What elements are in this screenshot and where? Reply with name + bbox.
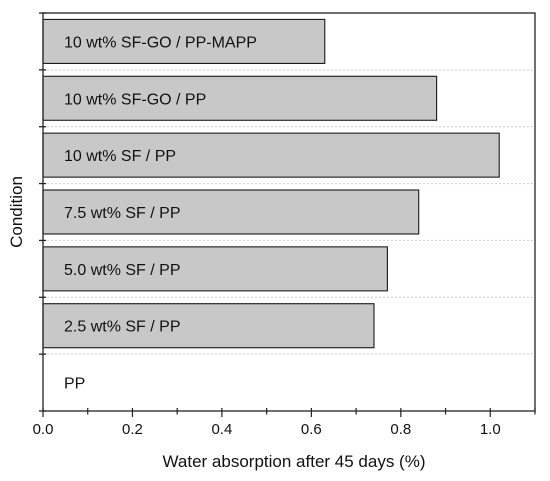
bar-label: 5.0 wt% SF / PP — [64, 262, 180, 279]
bar-label: 2.5 wt% SF / PP — [64, 319, 180, 336]
y-axis-ticks — [39, 12, 46, 412]
y-axis-label: Condition — [7, 176, 26, 248]
grid-lines — [43, 69, 535, 355]
x-axis-ticks: 0.0 0.2 0.4 0.6 0.8 1.0 — [33, 408, 536, 438]
bar-label: 10 wt% SF-GO / PP — [64, 91, 206, 108]
x-tick-label: 1.0 — [480, 421, 501, 438]
bar — [42, 75, 438, 121]
x-tick-label: 0.8 — [390, 421, 411, 438]
bars-group — [42, 18, 500, 349]
bar — [42, 303, 375, 349]
bar-label: PP — [64, 376, 85, 393]
x-tick-label: 0.2 — [122, 421, 143, 438]
bar-label: 7.5 wt% SF / PP — [64, 205, 180, 222]
bar-label: 10 wt% SF-GO / PP-MAPP — [64, 34, 257, 51]
bar-label: 10 wt% SF / PP — [64, 148, 176, 165]
bar-labels-group: 10 wt% SF-GO / PP-MAPP 10 wt% SF-GO / PP 1… — [64, 34, 257, 392]
x-tick-label: 0.0 — [33, 421, 54, 438]
bar — [42, 246, 388, 292]
x-tick-label: 0.4 — [211, 421, 232, 438]
x-tick-label: 0.6 — [301, 421, 322, 438]
x-axis-label: Water absorption after 45 days (%) — [163, 452, 426, 471]
plot-frame — [42, 12, 536, 412]
